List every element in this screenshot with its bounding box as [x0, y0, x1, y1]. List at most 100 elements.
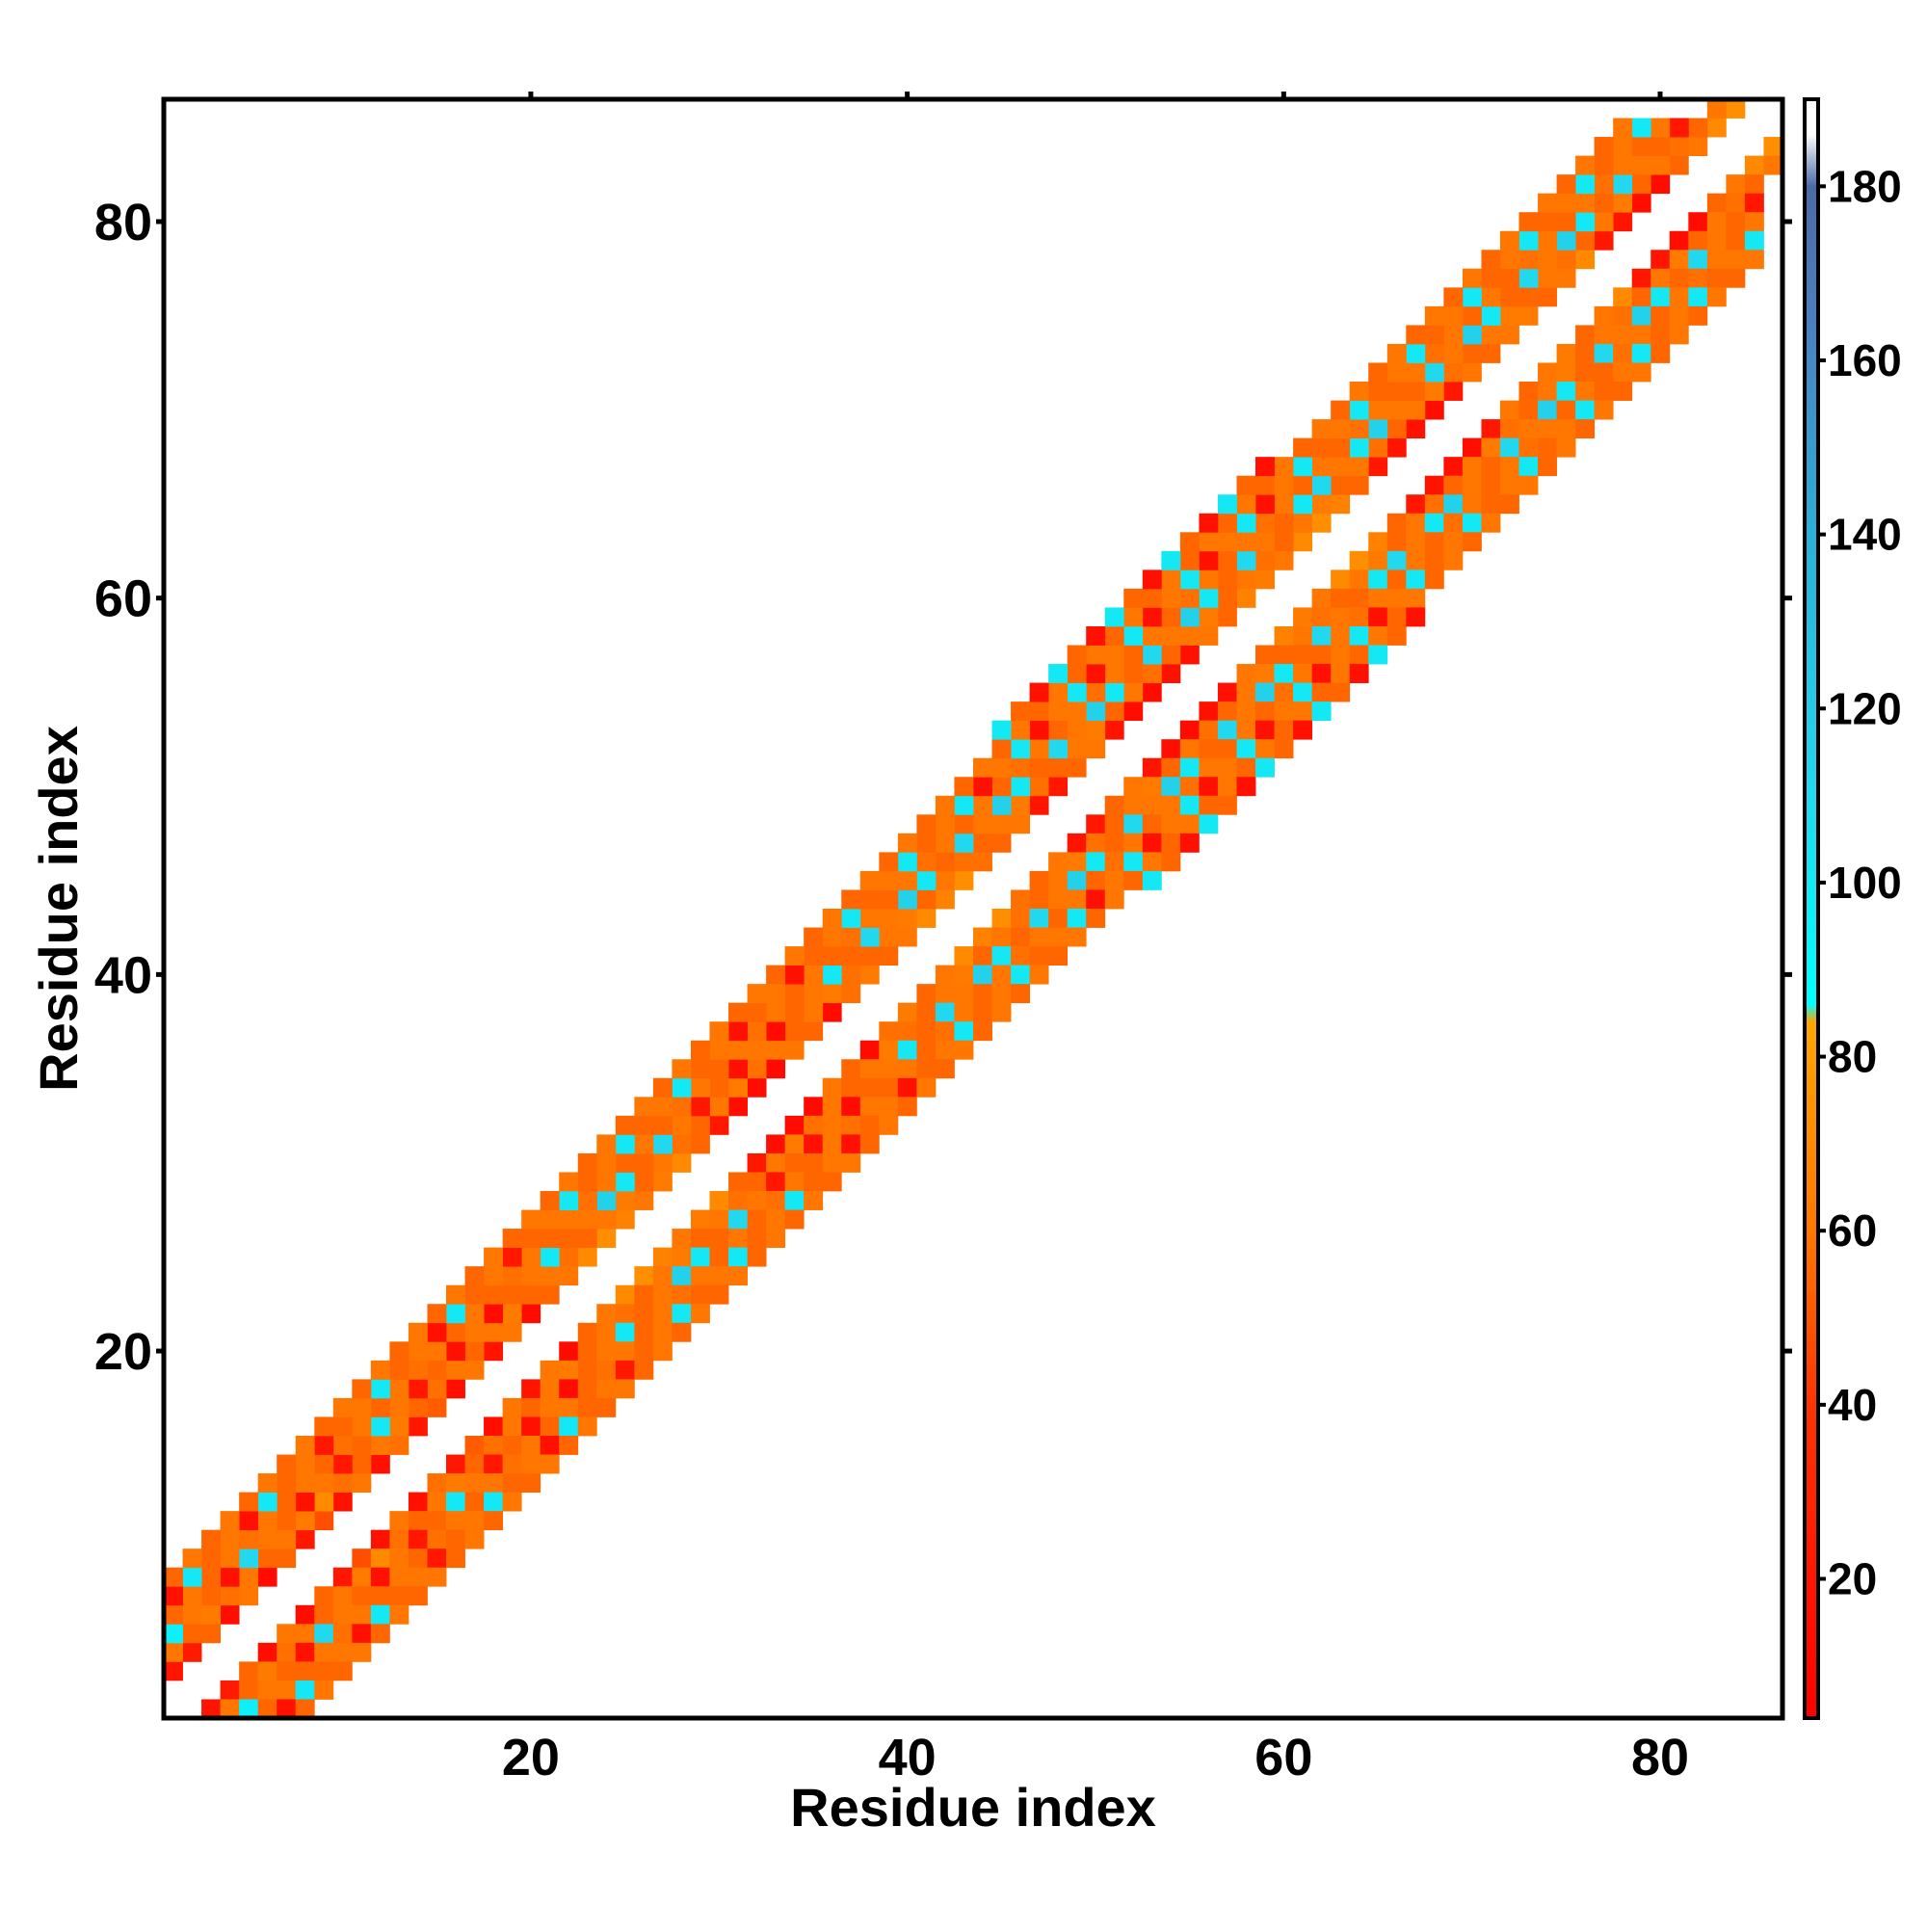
heatmap-cell [502, 1304, 522, 1324]
heatmap-cell [1199, 569, 1219, 590]
heatmap-cell [1331, 475, 1351, 495]
heatmap-cell [540, 1229, 560, 1249]
heatmap-cell [239, 1492, 259, 1512]
heatmap-cell [1368, 607, 1388, 627]
heatmap-cell [352, 1473, 372, 1493]
heatmap-cell [408, 1322, 428, 1342]
heatmap-cell [1368, 382, 1388, 401]
heatmap-cell [1123, 814, 1144, 834]
heatmap-cell [352, 1416, 372, 1437]
heatmap-cell [239, 1548, 259, 1569]
heatmap-cell [1424, 550, 1444, 570]
heatmap-cell [540, 1379, 560, 1399]
heatmap-cell [1631, 137, 1651, 156]
heatmap-cell [1331, 419, 1351, 439]
heatmap-cell [408, 1379, 428, 1399]
heatmap-cell [1481, 325, 1501, 345]
heatmap-cell [1199, 625, 1219, 646]
heatmap-cell [408, 1548, 428, 1569]
heatmap-cell [1349, 382, 1369, 401]
heatmap-cell [1499, 268, 1519, 288]
heatmap-cell [690, 1266, 710, 1286]
heatmap-cell [634, 1284, 654, 1305]
heatmap-cell [804, 1152, 824, 1173]
heatmap-cell [1406, 550, 1426, 570]
heatmap-cell [859, 870, 880, 890]
heatmap-cell [1575, 400, 1596, 420]
heatmap-cell [295, 1680, 315, 1700]
heatmap-cell [1048, 909, 1069, 928]
heatmap-cell [1575, 230, 1596, 251]
heatmap-cell [879, 946, 899, 966]
heatmap-cell [540, 1266, 560, 1286]
heatmap-cell [352, 1548, 372, 1569]
heatmap-cell [784, 1209, 805, 1230]
heatmap-cell [1236, 494, 1256, 515]
heatmap-cell [1086, 701, 1106, 722]
heatmap-cell [446, 1473, 465, 1493]
heatmap-cell [1274, 682, 1294, 702]
heatmap-cell [1368, 645, 1388, 665]
heatmap-cell [784, 965, 805, 985]
heatmap-cell [615, 1115, 635, 1135]
heatmap-cell [709, 1097, 729, 1117]
heatmap-cell [408, 1492, 428, 1512]
heatmap-cell [559, 1172, 579, 1192]
heatmap-cell [1575, 362, 1596, 383]
heatmap-cell [1104, 664, 1124, 683]
heatmap-cell [427, 1341, 447, 1362]
heatmap-cell [859, 1040, 880, 1060]
heatmap-cell [1556, 174, 1576, 195]
heatmap-cell [521, 1247, 541, 1267]
heatmap-cell [1048, 852, 1069, 872]
heatmap-cell [747, 1191, 767, 1210]
heatmap-cell [1349, 645, 1369, 665]
heatmap-cell [879, 1021, 899, 1042]
heatmap-cell [1293, 532, 1313, 552]
heatmap-cell [1161, 777, 1181, 797]
heatmap-cell [841, 1077, 861, 1098]
heatmap-cell [822, 1134, 842, 1154]
heatmap-cell [1499, 230, 1519, 251]
heatmap-cell [1161, 645, 1181, 665]
heatmap-cell [935, 852, 955, 872]
heatmap-cell [728, 1059, 748, 1079]
heatmap-cell [1631, 287, 1651, 307]
heatmap-cell [1311, 419, 1332, 439]
heatmap-cell [1556, 230, 1576, 251]
heatmap-cell [1424, 532, 1444, 552]
heatmap-cell [766, 1209, 786, 1230]
heatmap-cell [314, 1661, 334, 1681]
heatmap-cell [615, 1304, 635, 1324]
heatmap-cell [690, 1059, 710, 1079]
heatmap-cell [709, 1040, 729, 1060]
heatmap-cell [1575, 174, 1596, 195]
heatmap-cell [1236, 532, 1256, 552]
heatmap-cell [822, 946, 842, 966]
heatmap-cell [690, 1229, 710, 1249]
heatmap-cell [1706, 230, 1727, 251]
heatmap-cell [615, 1134, 635, 1154]
heatmap-cell [897, 927, 917, 947]
heatmap-cell [370, 1397, 390, 1417]
heatmap-cell [1368, 437, 1388, 458]
heatmap-cell [1011, 814, 1030, 834]
heatmap-cell [1499, 475, 1519, 495]
heatmap-cell [1067, 720, 1087, 740]
heatmap-cell [1424, 325, 1444, 345]
heatmap-cell [1142, 625, 1162, 646]
heatmap-cell [427, 1322, 447, 1342]
heatmap-cell [841, 889, 861, 910]
heatmap-cell [332, 1473, 353, 1493]
heatmap-cell [521, 1209, 541, 1230]
heatmap-cell [747, 1172, 767, 1192]
heatmap-cell [1462, 475, 1482, 495]
heatmap-cell [1011, 889, 1030, 910]
heatmap-cell [1217, 720, 1237, 740]
heatmap-cell [257, 1699, 277, 1719]
heatmap-cell [784, 1002, 805, 1022]
heatmap-cell [1706, 287, 1727, 307]
heatmap-cell [1293, 645, 1313, 665]
heatmap-cell [804, 984, 824, 1004]
